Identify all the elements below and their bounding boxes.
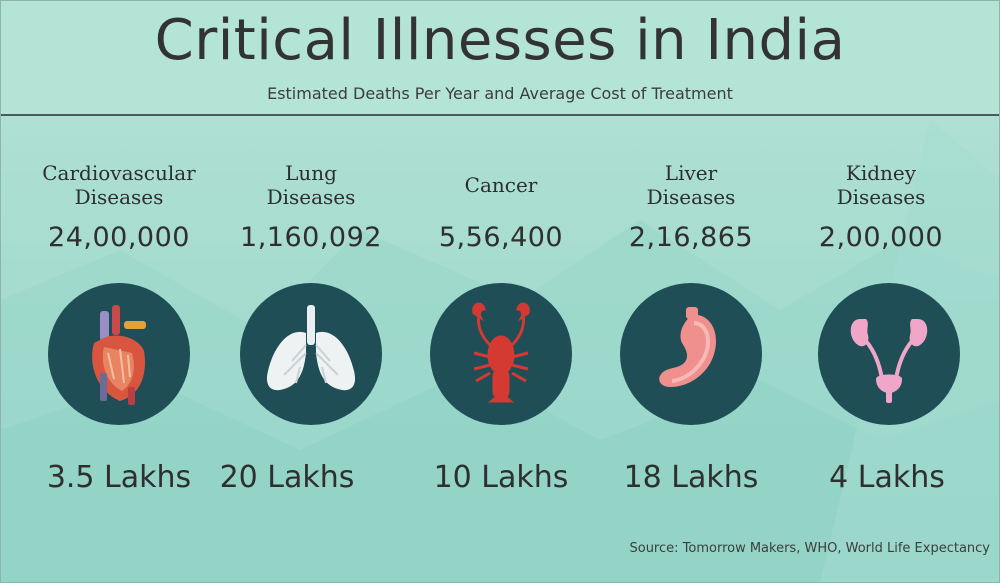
disease-name: Cancer bbox=[464, 173, 538, 197]
disease-name: Liver Diseases bbox=[646, 161, 736, 209]
cost-value: 10 Lakhs bbox=[433, 460, 569, 495]
disease-name: Lung Diseases bbox=[266, 161, 356, 209]
kidney-icon bbox=[818, 283, 960, 425]
disease-name: Kidney Diseases bbox=[836, 161, 926, 209]
deaths-value: 24,00,000 bbox=[48, 222, 190, 253]
cost-value: 18 Lakhs bbox=[623, 460, 759, 495]
disease-column-liver: Liver Diseases 2,16,865 bbox=[596, 150, 786, 253]
liver-icon bbox=[620, 283, 762, 425]
header-divider bbox=[0, 114, 1000, 116]
disease-column-cancer: Cancer 5,56,400 bbox=[406, 150, 596, 253]
page-title: Critical Illnesses in India bbox=[154, 8, 846, 73]
heart-icon bbox=[48, 283, 190, 425]
deaths-value: 5,56,400 bbox=[438, 222, 564, 253]
deaths-value: 2,00,000 bbox=[818, 222, 944, 253]
deaths-value: 2,16,865 bbox=[628, 222, 754, 253]
deaths-value: 1,160,092 bbox=[240, 222, 382, 253]
crab-icon bbox=[430, 283, 572, 425]
disease-column-lung: Lung Diseases 1,160,092 bbox=[216, 150, 406, 253]
page-subtitle: Estimated Deaths Per Year and Average Co… bbox=[267, 84, 733, 103]
cost-value: 20 Lakhs bbox=[219, 460, 355, 495]
disease-column-cardiovascular: Cardiovascular Diseases 24,00,000 bbox=[24, 150, 214, 253]
disease-name: Cardiovascular Diseases bbox=[42, 161, 196, 209]
source-note: Source: Tomorrow Makers, WHO, World Life… bbox=[629, 541, 990, 556]
cost-value: 4 Lakhs bbox=[829, 460, 945, 495]
disease-column-kidney: Kidney Diseases 2,00,000 bbox=[786, 150, 976, 253]
cost-value: 3.5 Lakhs bbox=[46, 460, 192, 495]
lungs-icon bbox=[240, 283, 382, 425]
header-band bbox=[0, 0, 1000, 114]
